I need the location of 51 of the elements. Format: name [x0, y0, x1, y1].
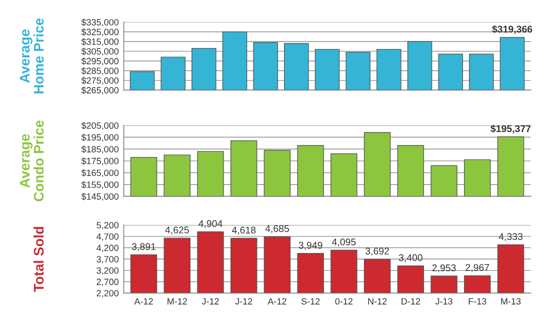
data-label: 3,891	[132, 243, 156, 252]
y-tick-label: 2,200	[96, 290, 119, 298]
y-tick-label: $165,000	[81, 169, 119, 178]
y-axis-title: Total Sold	[33, 226, 44, 292]
y-tick-label: $195,000	[81, 134, 119, 142]
x-tick-label: 0-12	[335, 298, 353, 305]
y-tick-label: $315,000	[81, 38, 119, 46]
data-label: 4,904	[198, 220, 222, 228]
y-tick-label: $175,000	[81, 157, 119, 166]
x-tick-label: M-12	[168, 298, 187, 304]
y-tick-label: 3,200	[96, 267, 119, 275]
data-label: $319,366	[492, 25, 532, 34]
x-tick-label: A-12	[134, 298, 153, 304]
y-tick-label: $335,000	[81, 18, 119, 27]
y-tick-label: $325,000	[81, 28, 119, 36]
y-axis-title: Average Condo Price	[20, 120, 44, 202]
data-label: 3,949	[298, 242, 322, 250]
y-tick-label: $275,000	[81, 76, 119, 85]
y-tick-label: $265,000	[81, 86, 119, 95]
y-tick-label: 4,200	[96, 244, 119, 252]
y-tick-label: $205,000	[81, 122, 119, 130]
x-tick-label: M-13	[501, 298, 521, 305]
y-tick-label: $285,000	[81, 67, 119, 76]
data-label: 2,967	[466, 264, 490, 272]
data-label: 4,618	[232, 226, 256, 235]
y-axis-title: Average Home Price	[20, 18, 44, 94]
x-tick-label: D-12	[402, 298, 420, 304]
data-label: 4,333	[498, 233, 522, 242]
y-tick-label: $185,000	[81, 146, 119, 154]
x-tick-label: A-12	[268, 298, 286, 304]
data-label: 3,400	[398, 254, 422, 262]
data-label: $195,377	[490, 124, 531, 134]
x-tick-label: F-13	[468, 298, 486, 305]
y-tick-label: 5,200	[96, 222, 119, 230]
x-tick-label: N-12	[368, 298, 387, 304]
data-label: 4,625	[165, 226, 189, 235]
y-tick-label: $295,000	[81, 58, 119, 66]
x-tick-label: J-12	[235, 298, 252, 305]
data-label: 4,685	[265, 225, 289, 234]
y-tick-label: 3,700	[96, 256, 119, 264]
y-tick-label: $305,000	[81, 48, 119, 56]
data-label: 4,095	[332, 238, 356, 247]
data-label: 3,692	[366, 248, 389, 256]
y-tick-label: $155,000	[81, 181, 119, 189]
data-label: 2,953	[432, 264, 456, 272]
y-tick-label: $145,000	[81, 192, 119, 201]
y-tick-label: 4,700	[96, 233, 119, 241]
x-tick-label: J-12	[202, 298, 219, 305]
x-tick-label: J-13	[435, 298, 452, 305]
x-tick-label: S-12	[301, 298, 320, 305]
y-tick-label: 2,700	[96, 278, 119, 286]
